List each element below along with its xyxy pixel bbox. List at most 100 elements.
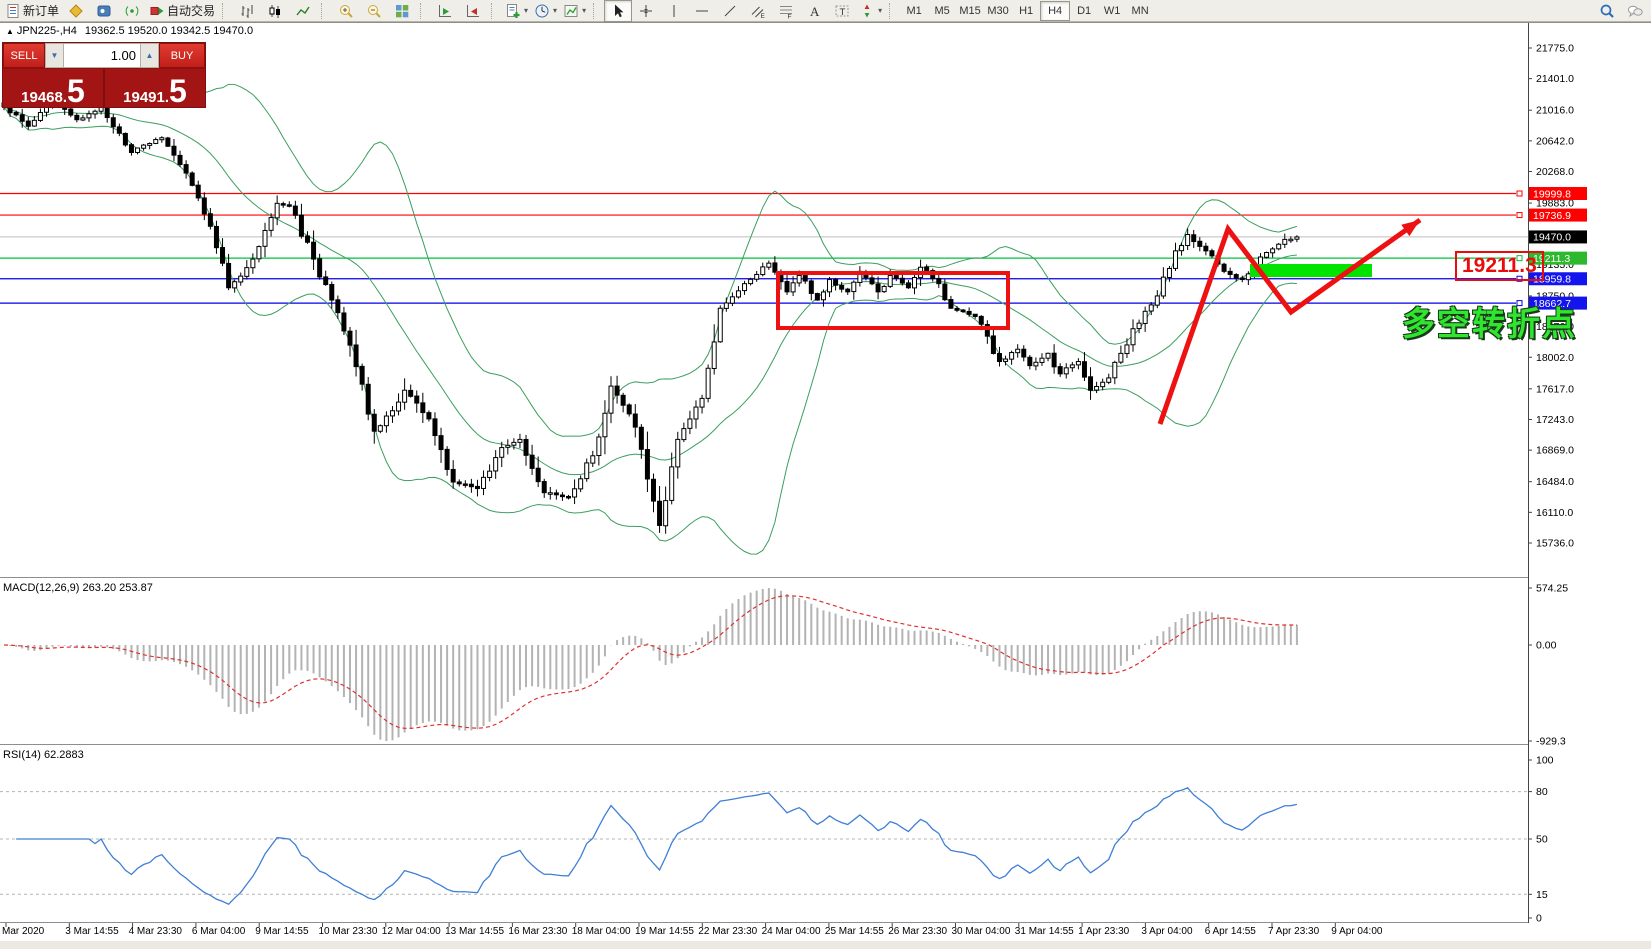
main-toolbar: 新订单 自动交易 ▾ ▾ ▾ E F A T ▾ M1 M5 M15 M30 H1 H4 D1 W1 MN: [0, 0, 1651, 22]
text-label-tool-button[interactable]: T: [828, 0, 856, 22]
timeframe-M5-button[interactable]: M5: [934, 4, 950, 17]
volume-decrease-button[interactable]: ▼: [45, 43, 64, 68]
time-axis-label: 10 Mar 23:30: [319, 926, 378, 937]
price-axis-tick-label: 17617.0: [1536, 383, 1574, 395]
time-axis-label: Mar 2020: [2, 926, 45, 937]
price-level-badge: [1529, 208, 1587, 222]
price-axis-tick-label: 17243.0: [1536, 414, 1574, 426]
timeframe-M15-button[interactable]: M15: [959, 4, 981, 17]
time-axis-label: 6 Apr 14:55: [1205, 926, 1257, 937]
level-line-handle[interactable]: [1516, 255, 1523, 262]
search-button[interactable]: [1593, 0, 1621, 22]
level-line-handle[interactable]: [1516, 275, 1523, 282]
buy-price-display[interactable]: 19491. 5: [105, 69, 205, 107]
macd-name: MACD(12,26,9): [3, 582, 80, 594]
price-axis-tick-label: 16484.0: [1536, 476, 1574, 488]
chart-periods-button[interactable]: ▾: [531, 0, 560, 22]
toolbar-separator: [321, 2, 329, 19]
fibonacci-tool-button[interactable]: F: [772, 0, 800, 22]
macd-indicator-label: MACD(12,26,9) 263.20 253.87: [3, 582, 153, 594]
svg-text:18662.7: 18662.7: [1533, 298, 1571, 310]
chinese-annotation-text[interactable]: 多空转折点: [1402, 305, 1577, 342]
price-axis-tick-label: 18376.0: [1536, 321, 1574, 333]
consolidation-range-box[interactable]: [776, 271, 1010, 330]
rsi-value: 62.2883: [43, 749, 84, 761]
price-axis-tick-label: 19883.0: [1536, 198, 1574, 210]
toolbar-separator: [889, 2, 897, 19]
rsi-indicator-label: RSI(14) 62.2883: [3, 749, 84, 761]
svg-text:T: T: [840, 7, 846, 18]
chart-templates-button[interactable]: ▾: [560, 0, 589, 22]
crosshair-tool-button[interactable]: [632, 0, 660, 22]
horizontal-line-tool-button[interactable]: [688, 0, 716, 22]
symbol-marker-icon: ▲: [6, 27, 14, 36]
timeframe-MN-button[interactable]: MN: [1131, 4, 1149, 17]
tile-windows-button[interactable]: [388, 0, 416, 22]
new-order-button[interactable]: 新订单: [2, 0, 62, 22]
bollinger-middle-band: [3, 106, 1297, 476]
timeframe-M1-button[interactable]: M1: [906, 4, 922, 17]
equidistant-channel-tool-button[interactable]: E: [744, 0, 772, 22]
volume-increase-button[interactable]: ▲: [140, 43, 159, 68]
time-axis-label: 25 Mar 14:55: [825, 926, 884, 937]
timeframe-H4-button[interactable]: H4: [1040, 0, 1071, 21]
metaeditor-button[interactable]: [62, 0, 90, 22]
price-axis-tick-label: 18002.0: [1536, 352, 1574, 364]
price-level-callout[interactable]: 19211.3: [1455, 251, 1544, 281]
line-chart-button[interactable]: [289, 0, 317, 22]
time-axis-label: 19 Mar 14:55: [635, 926, 694, 937]
vertical-line-tool-button[interactable]: [660, 0, 688, 22]
rsi-name: RSI(14): [3, 749, 41, 761]
text-tool-button[interactable]: A: [800, 0, 828, 22]
time-axis-label: 4 Mar 23:30: [129, 926, 183, 937]
price-level-badge: [1529, 296, 1587, 310]
level-line-handle[interactable]: [1516, 190, 1523, 197]
svg-text:A: A: [810, 4, 820, 19]
rsi-axis-tick-label: 100: [1536, 755, 1554, 767]
time-axis-label: 12 Mar 04:00: [382, 926, 441, 937]
current-price-badge: [1529, 230, 1587, 244]
time-axis-label: 16 Mar 23:30: [508, 926, 567, 937]
timeframe-M30-button[interactable]: M30: [987, 4, 1009, 17]
svg-text:19999.8: 19999.8: [1533, 188, 1571, 200]
toolbar-separator: [222, 2, 230, 19]
one-click-trading-panel: SELL ▼ ▲ BUY 19468.5 19491.5: [2, 42, 206, 108]
sell-button[interactable]: SELL: [3, 43, 45, 68]
timeframe-H1-button[interactable]: H1: [1019, 4, 1034, 17]
trendline-tool-button[interactable]: [716, 0, 744, 22]
new-chart-button[interactable]: ▾: [502, 0, 531, 22]
bar-chart-button[interactable]: [233, 0, 261, 22]
timeframe-D1-button[interactable]: D1: [1077, 4, 1092, 17]
timeframe-W1-button[interactable]: W1: [1103, 4, 1121, 17]
time-axis-label: 3 Mar 14:55: [65, 926, 119, 937]
price-axis-tick-label: 15736.0: [1536, 538, 1574, 550]
level-line-handle[interactable]: [1516, 212, 1523, 219]
auto-scroll-button[interactable]: [431, 0, 459, 22]
price-axis-tick-label: 21401.0: [1536, 73, 1574, 85]
buy-price-main: 19491.: [123, 89, 170, 106]
time-axis-label: 3 Apr 04:00: [1141, 926, 1193, 937]
signals-button[interactable]: [118, 0, 146, 22]
macd-axis-tick-label: 574.25: [1536, 583, 1568, 595]
chart-shift-button[interactable]: [459, 0, 487, 22]
terminal-button[interactable]: [90, 0, 118, 22]
zoom-out-button[interactable]: [360, 0, 388, 22]
volume-input[interactable]: [64, 43, 140, 68]
arrows-tool-button[interactable]: ▾: [856, 0, 885, 22]
autotrading-button[interactable]: 自动交易: [146, 0, 218, 22]
toolbar-separator: [491, 2, 499, 19]
chat-button[interactable]: [1621, 0, 1649, 22]
trend-zigzag-arrow[interactable]: [1157, 217, 1422, 425]
sell-price-display[interactable]: 19468. 5: [3, 69, 105, 107]
cursor-tool-button[interactable]: [604, 0, 633, 22]
time-axis-label: 13 Mar 14:55: [445, 926, 504, 937]
time-axis-label: 7 Apr 23:30: [1268, 926, 1320, 937]
price-axis-tick-label: 16869.0: [1536, 445, 1574, 457]
time-axis-label: 22 Mar 23:30: [698, 926, 757, 937]
candlestick-chart-button[interactable]: [261, 0, 289, 22]
level-line-handle[interactable]: [1516, 300, 1523, 307]
zoom-in-button[interactable]: [332, 0, 360, 22]
buy-button[interactable]: BUY: [159, 43, 205, 68]
